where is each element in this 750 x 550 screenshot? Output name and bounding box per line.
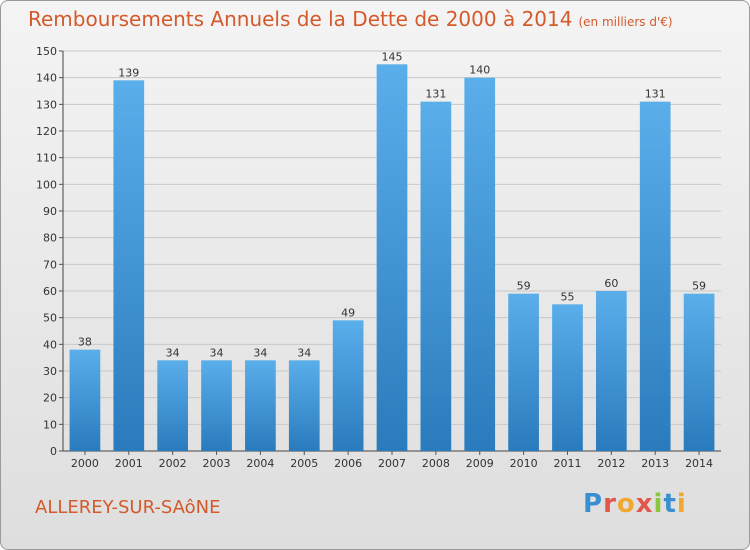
chart-title: Remboursements Annuels de la Dette de 20… — [28, 7, 673, 31]
x-tick-label: 2010 — [510, 457, 538, 470]
value-label: 60 — [604, 277, 618, 290]
value-label: 59 — [517, 280, 531, 293]
y-tick-label: 120 — [36, 125, 57, 138]
logo-letter: i — [676, 489, 687, 519]
y-tick-label: 40 — [43, 338, 57, 351]
bar-2000 — [69, 349, 101, 451]
value-label: 34 — [210, 346, 224, 359]
bar-2005 — [288, 360, 320, 451]
bar-2010 — [508, 293, 539, 451]
value-label: 131 — [425, 88, 446, 101]
value-label: 140 — [469, 64, 490, 77]
y-tick-label: 70 — [43, 258, 57, 271]
y-tick-label: 80 — [43, 232, 57, 245]
value-label: 34 — [297, 346, 311, 359]
value-label: 59 — [692, 280, 706, 293]
bar-2013 — [639, 101, 671, 452]
y-tick-label: 20 — [43, 392, 57, 405]
bar-2012 — [595, 291, 627, 451]
bar-2009 — [464, 77, 496, 452]
x-tick-label: 2011 — [553, 457, 581, 470]
city-name: ALLEREY-SUR-SAôNE — [35, 497, 221, 518]
x-tick-label: 2002 — [159, 457, 187, 470]
bars — [69, 64, 715, 452]
logo-letter: x — [635, 489, 654, 519]
y-tick-label: 150 — [36, 45, 57, 58]
y-tick-label: 0 — [50, 445, 57, 458]
x-tick-label: 2004 — [246, 457, 274, 470]
y-tick-label: 30 — [43, 365, 57, 378]
x-tick-label: 2000 — [71, 457, 99, 470]
bar-2001 — [113, 80, 145, 451]
logo-letter: i — [653, 489, 664, 519]
x-tick-label: 2001 — [115, 457, 143, 470]
proxiti-logo: Proxiti — [583, 489, 687, 519]
value-label: 34 — [253, 346, 267, 359]
value-label: 38 — [78, 336, 92, 349]
value-label: 55 — [560, 290, 574, 303]
value-label: 139 — [118, 66, 139, 79]
x-tick-label: 2014 — [685, 457, 713, 470]
y-tick-label: 110 — [36, 152, 57, 165]
y-tick-label: 50 — [43, 312, 57, 325]
y-tick-label: 90 — [43, 205, 57, 218]
x-tick-label: 2008 — [422, 457, 450, 470]
value-label: 34 — [166, 346, 180, 359]
logo-letter: t — [663, 489, 677, 519]
bar-2004 — [245, 360, 276, 451]
logo-letter: r — [603, 489, 617, 519]
labels: 0 10 20 30 40 50 60 70 80 90 100 110 120 130 140 150 38 2… — [36, 45, 713, 470]
bar-2002 — [157, 360, 189, 451]
bar-2003 — [201, 360, 232, 451]
y-tick-label: 10 — [43, 418, 57, 431]
chart-title-text: Remboursements Annuels de la Dette de 20… — [28, 7, 573, 31]
y-tick-label: 140 — [36, 72, 57, 85]
value-label: 49 — [341, 306, 355, 319]
y-tick-label: 60 — [43, 285, 57, 298]
x-tick-label: 2005 — [290, 457, 318, 470]
bar-2007 — [376, 64, 408, 452]
x-tick-label: 2009 — [466, 457, 494, 470]
value-label: 145 — [382, 50, 403, 63]
chart-unit: (en milliers d'€) — [578, 15, 673, 29]
bar-2008 — [420, 101, 452, 452]
x-tick-label: 2003 — [203, 457, 231, 470]
x-tick-label: 2012 — [597, 457, 625, 470]
logo-letter: P — [583, 489, 604, 519]
x-tick-label: 2007 — [378, 457, 406, 470]
x-tick-label: 2006 — [334, 457, 362, 470]
logo-letter: o — [616, 489, 636, 519]
y-tick-label: 100 — [36, 178, 57, 191]
value-label: 131 — [645, 88, 666, 101]
bar-2006 — [332, 320, 364, 451]
x-tick-label: 2013 — [641, 457, 669, 470]
bar-2014 — [683, 293, 715, 451]
y-tick-label: 130 — [36, 98, 57, 111]
bar-2011 — [552, 304, 583, 451]
